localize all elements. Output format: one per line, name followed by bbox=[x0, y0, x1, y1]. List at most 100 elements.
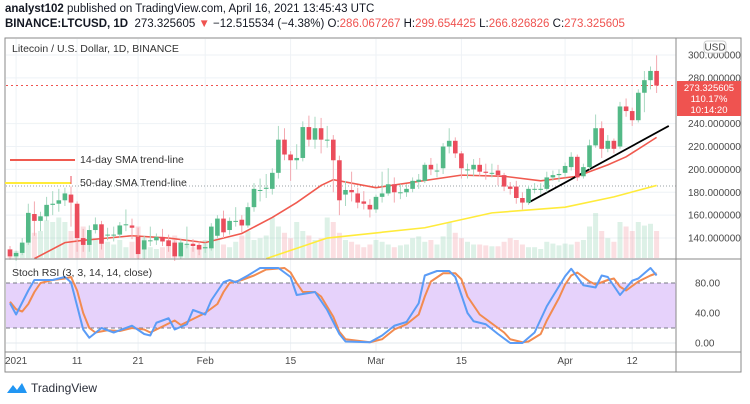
stoch-tick-label: 0.00 bbox=[695, 339, 715, 350]
candle bbox=[611, 138, 617, 154]
price-change: −12.515534 (−4.38%) bbox=[213, 18, 325, 30]
volume-bar bbox=[465, 241, 470, 258]
time-tick-label: 11 bbox=[72, 356, 83, 367]
volume-bar bbox=[397, 245, 403, 258]
candle-body bbox=[257, 189, 263, 191]
candle-body bbox=[465, 169, 470, 171]
volume-bar bbox=[361, 247, 367, 258]
price-box-percent: 110.17% bbox=[691, 94, 728, 105]
volume-bar bbox=[519, 244, 525, 258]
candle bbox=[257, 178, 263, 202]
candle bbox=[532, 183, 537, 194]
volume-bar bbox=[233, 241, 239, 258]
candle bbox=[74, 201, 80, 252]
candle-body bbox=[141, 240, 147, 250]
candle-body bbox=[99, 224, 104, 244]
volume-bar bbox=[245, 231, 251, 258]
candle-body bbox=[483, 171, 489, 173]
volume-bar bbox=[129, 241, 135, 258]
candle-body bbox=[617, 106, 623, 147]
volume-bar bbox=[587, 226, 592, 258]
candle-body bbox=[215, 218, 220, 236]
candle-body bbox=[398, 192, 403, 194]
candle-body bbox=[135, 236, 141, 255]
volume-bar bbox=[391, 247, 397, 258]
candle bbox=[489, 163, 495, 178]
tradingview-logo[interactable]: TradingView bbox=[6, 381, 97, 395]
volume-bar bbox=[50, 222, 56, 258]
candle-body bbox=[245, 207, 251, 226]
candle-body bbox=[636, 92, 641, 121]
candle-body bbox=[80, 238, 86, 245]
candle bbox=[373, 194, 379, 213]
tradingview-logo-text: TradingView bbox=[31, 381, 98, 395]
volume-bar bbox=[532, 247, 538, 258]
author-name[interactable]: analyst102 bbox=[5, 3, 64, 15]
candle bbox=[227, 217, 232, 235]
volume-bar bbox=[452, 232, 458, 258]
candle bbox=[324, 125, 330, 148]
price-tick-label: 300.000000 bbox=[688, 51, 741, 62]
price-box: 273.325605 110.17% 10:14:20 bbox=[677, 81, 741, 116]
volume-bar bbox=[263, 235, 269, 258]
candle-body bbox=[68, 194, 74, 203]
volume-bar bbox=[440, 236, 446, 258]
volume-bar bbox=[562, 243, 568, 258]
candle bbox=[26, 203, 31, 245]
volume-bar bbox=[68, 231, 74, 258]
candle-body bbox=[593, 128, 598, 146]
candle-body bbox=[221, 218, 226, 233]
candle-body bbox=[288, 154, 293, 161]
candle-body bbox=[202, 247, 208, 249]
candle-body bbox=[453, 140, 458, 154]
candle bbox=[87, 225, 92, 252]
candle-body bbox=[38, 216, 43, 221]
candle-body bbox=[367, 204, 373, 210]
volume-bar bbox=[44, 220, 50, 258]
candle-body bbox=[550, 175, 556, 178]
volume-bar bbox=[410, 238, 416, 258]
candle-body bbox=[154, 236, 159, 241]
candle-body bbox=[282, 139, 287, 155]
volume-bar bbox=[62, 222, 68, 258]
volume-bar bbox=[31, 232, 37, 258]
volume-bar bbox=[373, 240, 379, 258]
candles bbox=[7, 55, 659, 261]
candle-body bbox=[526, 188, 531, 203]
candle bbox=[629, 107, 635, 126]
candle-body bbox=[361, 201, 367, 204]
axes: 300.000000 280.000000 240.000000 220.000000… bbox=[5, 51, 741, 368]
candle bbox=[605, 135, 611, 153]
volume-bar bbox=[568, 244, 574, 258]
candle-body bbox=[422, 164, 428, 181]
volume-bar bbox=[629, 231, 635, 258]
volume-bar bbox=[105, 241, 111, 258]
candle bbox=[556, 169, 562, 182]
candle-body bbox=[209, 226, 214, 249]
volume-bar bbox=[379, 241, 385, 258]
stoch-band-fill bbox=[6, 283, 676, 328]
currency-button[interactable] bbox=[703, 40, 727, 54]
candle-body bbox=[172, 242, 177, 257]
candle bbox=[526, 185, 531, 205]
volume-bar bbox=[251, 240, 257, 258]
candle-body bbox=[160, 236, 165, 242]
candle bbox=[270, 168, 275, 195]
volume-bar bbox=[611, 241, 617, 258]
chart-title: Litecoin / U.S. Dollar, 1D, BINANCE bbox=[12, 43, 179, 55]
candle bbox=[507, 181, 513, 195]
candle-body bbox=[324, 139, 330, 141]
candle-body bbox=[7, 249, 13, 257]
candle bbox=[471, 159, 476, 177]
sma14-legend-label: 14-day SMA trend-line bbox=[80, 154, 184, 166]
volume-bar bbox=[257, 238, 263, 258]
candle-body bbox=[495, 170, 501, 176]
candle bbox=[416, 173, 421, 189]
candle bbox=[160, 228, 165, 247]
candle-body bbox=[446, 140, 452, 147]
stoch-tick-label: 40.00 bbox=[695, 309, 720, 320]
candle-body bbox=[32, 214, 37, 221]
volume-bar bbox=[434, 244, 440, 258]
candle-body bbox=[581, 167, 586, 177]
